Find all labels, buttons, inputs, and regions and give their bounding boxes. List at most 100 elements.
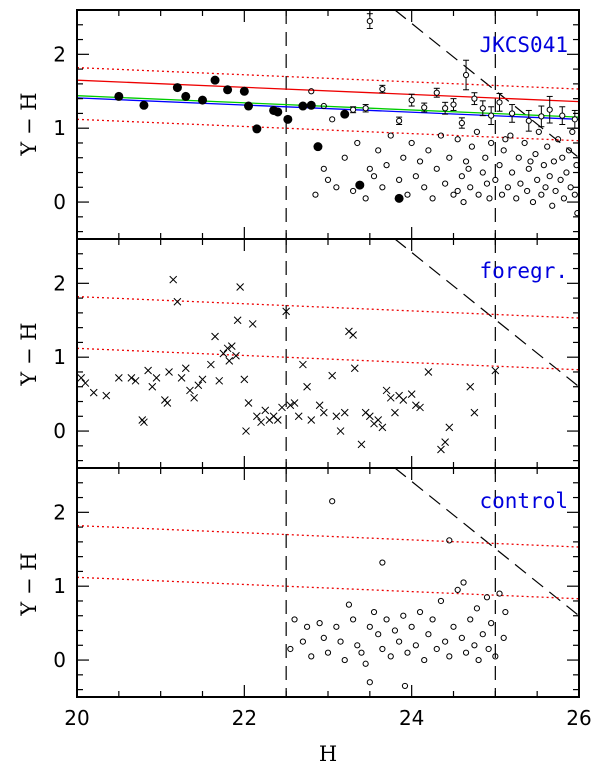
cross-stroke	[336, 427, 345, 435]
cross-point	[261, 406, 270, 415]
open-point	[396, 176, 403, 184]
cross-point	[248, 320, 257, 328]
open-point	[492, 176, 499, 184]
errorbar-point	[458, 119, 465, 127]
open-point	[408, 623, 415, 630]
cross-stroke	[307, 416, 316, 424]
cross-stroke	[303, 382, 311, 391]
open-point	[308, 653, 315, 660]
open-point	[467, 616, 474, 623]
cross-stroke	[382, 386, 391, 395]
cross-point	[140, 418, 148, 427]
open-point	[345, 601, 353, 608]
cross-point	[77, 374, 86, 382]
cross-stroke	[148, 382, 157, 391]
cross-point	[303, 382, 311, 391]
open-point	[446, 537, 453, 544]
y-tick-label: 0	[53, 419, 66, 443]
x-tick-label: 20	[64, 706, 89, 730]
cross-point	[273, 416, 282, 424]
open-point	[433, 645, 440, 653]
cross-point	[491, 366, 500, 375]
open-point	[554, 136, 562, 143]
open-point	[333, 623, 340, 630]
cross-point	[177, 374, 186, 382]
cross-point	[207, 360, 215, 369]
cross-point	[365, 412, 374, 421]
open-point	[529, 198, 537, 206]
cross-point	[357, 440, 366, 449]
cross-stroke	[378, 423, 387, 432]
cross-point	[286, 401, 295, 410]
open-point	[366, 679, 373, 686]
open-point	[485, 645, 492, 653]
y-tick-label: 0	[53, 190, 66, 214]
open-point	[366, 165, 373, 172]
cross-stroke	[357, 440, 366, 449]
open-point	[299, 638, 306, 645]
open-point	[324, 176, 332, 184]
cross-stroke	[140, 418, 148, 427]
open-point	[446, 154, 453, 161]
open-point	[513, 195, 520, 202]
errorbar-point	[408, 97, 415, 104]
red-sequence-line	[77, 79, 579, 103]
open-point	[524, 187, 531, 195]
cross-stroke	[269, 412, 278, 421]
cross-point	[253, 412, 261, 421]
cross-point	[152, 374, 161, 382]
member-point	[139, 100, 149, 110]
panel-jkcs041: Y − H 0 1 2 JKCS041	[17, 9, 580, 240]
open-point	[429, 616, 436, 623]
cross-stroke	[416, 403, 424, 412]
open-point	[557, 176, 564, 184]
cross-stroke	[345, 327, 353, 336]
open-point	[446, 653, 453, 660]
member-point	[394, 193, 404, 203]
open-point	[379, 559, 386, 566]
cross-point	[332, 412, 341, 421]
errorbar-point	[421, 104, 428, 111]
cross-point	[416, 403, 424, 412]
open-point	[329, 116, 336, 123]
open-point	[535, 128, 542, 135]
cross-point	[349, 331, 357, 339]
cross-stroke	[257, 418, 265, 427]
open-point	[483, 180, 491, 187]
open-point	[400, 154, 407, 161]
open-point	[362, 195, 369, 202]
cross-stroke	[315, 401, 324, 410]
open-point	[324, 649, 332, 656]
cross-stroke	[144, 366, 152, 375]
open-point	[366, 623, 373, 630]
open-point	[370, 608, 378, 616]
open-point	[416, 608, 424, 616]
cross-point	[198, 375, 207, 384]
cross-stroke	[77, 374, 86, 382]
open-point	[565, 147, 573, 154]
open-point	[567, 184, 574, 191]
cross-stroke	[349, 331, 357, 339]
cross-stroke	[361, 408, 370, 417]
cross-stroke	[163, 399, 172, 407]
errorbar-point	[508, 110, 516, 117]
cross-stroke	[219, 349, 228, 358]
cross-stroke	[177, 374, 186, 382]
cross-point	[441, 438, 449, 446]
open-point	[482, 154, 489, 161]
cross-point	[114, 374, 123, 382]
completeness-limit-line	[394, 10, 579, 159]
cross-point	[144, 366, 152, 375]
cross-point	[81, 379, 90, 387]
open-point	[287, 645, 294, 653]
open-point	[404, 191, 411, 198]
cross-stroke	[411, 401, 420, 410]
cross-point	[328, 371, 337, 380]
cross-point	[190, 393, 198, 402]
open-point	[320, 634, 327, 642]
cross-point	[194, 381, 203, 390]
open-point	[486, 195, 493, 202]
red-sequence-bound	[77, 524, 579, 548]
y-axis-title: Y − H	[17, 552, 41, 616]
